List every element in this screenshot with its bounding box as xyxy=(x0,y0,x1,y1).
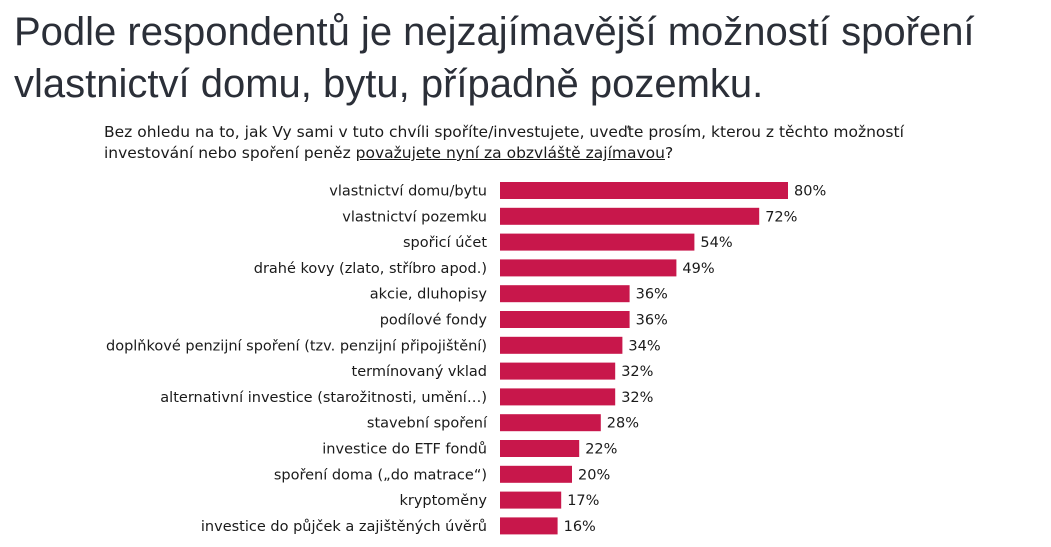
data-label: 80% xyxy=(794,184,826,200)
data-label: 36% xyxy=(636,287,668,303)
bar xyxy=(500,259,677,277)
data-label: 49% xyxy=(682,261,714,277)
category-label: kryptoměny xyxy=(399,493,487,509)
data-label: 36% xyxy=(636,313,668,329)
category-label: vlastnictví domu/bytu xyxy=(329,184,487,200)
data-label: 20% xyxy=(578,467,610,483)
bar xyxy=(500,182,788,199)
category-label: akcie, dluhopisy xyxy=(370,287,488,303)
data-label: 54% xyxy=(700,235,732,251)
bar xyxy=(500,285,630,303)
bar xyxy=(500,517,558,535)
question-suffix: ? xyxy=(664,144,674,162)
bar xyxy=(500,336,623,354)
data-label: 32% xyxy=(621,364,653,380)
data-label: 16% xyxy=(564,519,596,535)
data-label: 32% xyxy=(621,390,653,406)
data-label: 72% xyxy=(765,209,797,225)
category-label: alternativní investice (starožitnosti, u… xyxy=(160,390,487,406)
data-label: 17% xyxy=(567,493,599,509)
bar xyxy=(500,465,572,483)
category-label: drahé kovy (zlato, stříbro apod.) xyxy=(254,261,487,277)
category-label: doplňkové penzijní spoření (tzv. penzijn… xyxy=(106,338,487,354)
category-label: spořicí účet xyxy=(403,235,487,251)
survey-question: Bez ohledu na to, jak Vy sami v tuto chv… xyxy=(104,122,924,164)
data-label: 28% xyxy=(607,416,639,432)
category-label: vlastnictví pozemku xyxy=(342,209,487,225)
bar xyxy=(500,388,616,406)
bar xyxy=(500,440,580,457)
bar xyxy=(500,414,601,432)
bar xyxy=(500,491,562,509)
bar xyxy=(500,311,630,328)
category-label: podílové fondy xyxy=(380,313,488,329)
question-underlined-text: považujete nyní za obzvláště zajímavou xyxy=(355,144,665,162)
bar xyxy=(500,362,616,380)
category-label: investice do ETF fondů xyxy=(322,442,487,458)
horizontal-bar-chart: vlastnictví domu/bytu 80% vlastnictví poze… xyxy=(106,182,826,535)
bar xyxy=(500,233,695,251)
question-text: Bez ohledu na to, jak Vy sami v tuto chv… xyxy=(104,123,904,162)
category-label: investice do půjček a zajištěných úvěrů xyxy=(201,519,487,535)
data-label: 34% xyxy=(628,338,660,354)
category-label: stavební spoření xyxy=(367,416,488,432)
category-label: spoření doma („do matrace“) xyxy=(274,467,487,483)
data-label: 22% xyxy=(585,442,617,458)
category-label: termínovaný vklad xyxy=(352,364,487,380)
page-title: Podle respondentů je nejzajímavější možn… xyxy=(14,10,975,106)
bar xyxy=(500,207,760,225)
